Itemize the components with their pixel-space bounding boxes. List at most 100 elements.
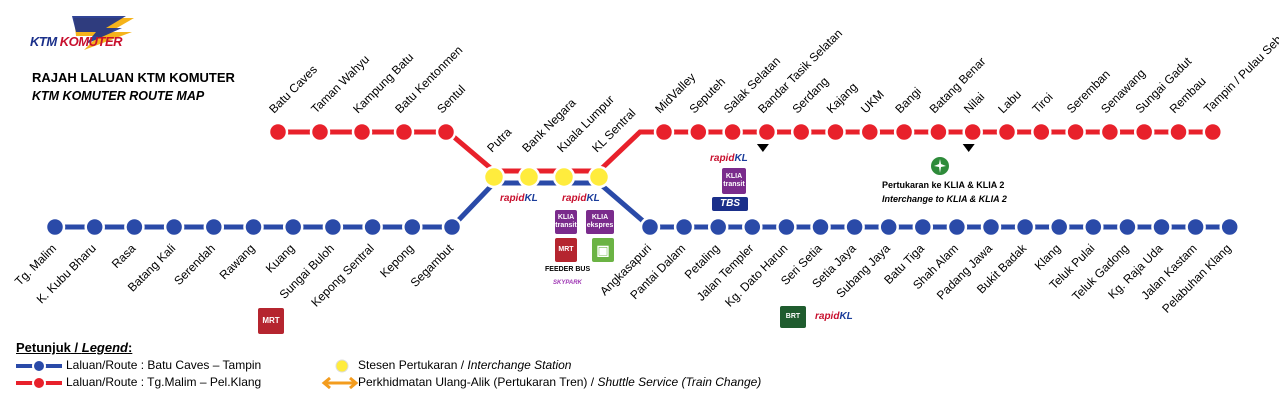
- legend-red-dot: [32, 376, 46, 390]
- map-title-english: KTM KOMUTER ROUTE MAP: [32, 89, 205, 103]
- blue-station-dot-kepong-sentral: [362, 216, 383, 238]
- blue-station-dot-kg-dato-harun: [776, 216, 797, 238]
- red-station-dot-taman-wahyu: [309, 121, 331, 143]
- logo-wordmark: KTM KOMUTER: [30, 34, 123, 49]
- interchange-station-dot-kuala-lumpur: [552, 165, 576, 189]
- klia-interchange-note-english: Interchange to KLIA & KLIA 2: [882, 194, 1007, 204]
- rapidkl-logo-bts: rapidKL: [710, 153, 748, 164]
- red-station-dot-bandar-tasik-selatan: [756, 121, 778, 143]
- red-station-dot-nilai: [962, 121, 983, 143]
- interchange-station-label-putra: Putra: [484, 125, 514, 155]
- red-station-label-bangi: Bangi: [892, 85, 924, 117]
- red-station-label-sentul: Sentul: [434, 82, 468, 116]
- blue-station-dot-segambut: [441, 216, 463, 238]
- blue-station-label-kepong: Kepong: [377, 241, 416, 280]
- red-station-label-tampin-pulau-sebang: Tampin / Pulau Sebang: [1201, 18, 1279, 116]
- blue-station-label-kuang: Kuang: [263, 241, 297, 275]
- red-station-dot-labu: [996, 121, 1018, 143]
- interchange-station-dot-putra: [482, 165, 506, 189]
- brt-badge-subang: BRT: [780, 306, 806, 328]
- legend-blue-dot: [32, 359, 46, 373]
- blue-station-dot-jalan-templer: [742, 216, 763, 238]
- blue-station-dot-teluk-gadong: [1117, 216, 1138, 238]
- blue-station-dot-petaling: [707, 216, 729, 238]
- ktm-logo-icon: [72, 16, 134, 50]
- pointer-icon-nilai: [962, 144, 975, 152]
- tbs-logo: TBS: [712, 197, 748, 211]
- red-station-dot-batu-caves: [267, 121, 289, 143]
- red-station-dot-tiroi: [1031, 121, 1052, 143]
- blue-station-dot-padang-jawa: [980, 216, 1002, 238]
- blue-station-dot-jalan-kastam: [1185, 216, 1206, 238]
- legend-route-2-label: Laluan/Route : Tg.Malim – Pel.Klang: [66, 375, 262, 389]
- red-station-dot-sentul: [435, 121, 457, 143]
- blue-station-dot-batang-kali: [163, 216, 185, 238]
- legend-shuttle-label: Perkhidmatan Ulang-Alik (Pertukaran Tren…: [358, 375, 762, 389]
- blue-station-label-klang: Klang: [1032, 241, 1064, 273]
- interchange-station-dot-kl-sentral: [587, 165, 611, 189]
- red-station-dot-salak-selatan: [722, 121, 743, 143]
- red-station-dot-rembau: [1168, 121, 1189, 143]
- blue-station-label-segambut: Segambut: [408, 241, 457, 290]
- blue-station-dot-sungai-buloh: [322, 216, 344, 238]
- mrt-badge-kl-sentral: MRT: [555, 238, 577, 262]
- blue-station-label-serendah: Serendah: [171, 241, 218, 288]
- blue-station-dot-setia-jaya: [844, 216, 865, 238]
- blue-station-dot-shah-alam: [946, 216, 968, 238]
- legend-title: Petunjuk / Legend:: [16, 340, 133, 355]
- blue-station-dot-subang-jaya: [878, 216, 899, 238]
- red-station-label-labu: Labu: [995, 87, 1024, 116]
- red-station-dot-bangi: [893, 121, 915, 143]
- legend-shuttle-arrow-icon: [321, 376, 359, 390]
- red-station-dot-midvalley: [653, 121, 675, 143]
- red-station-dot-ukm: [859, 121, 881, 143]
- blue-station-dot-tg-malim: [44, 216, 66, 238]
- map-title-malay: RAJAH LALUAN KTM KOMUTER: [32, 70, 235, 85]
- blue-station-dot-kg-raja-uda: [1151, 216, 1172, 238]
- red-station-dot-batu-kentonmen: [393, 121, 415, 143]
- legend-route-1-label: Laluan/Route : Batu Caves – Tampin: [66, 358, 262, 372]
- red-station-dot-batang-benar: [928, 121, 949, 143]
- blue-station-dot-rawang: [243, 216, 264, 238]
- rapidkl-logo-subang: rapidKL: [815, 311, 853, 322]
- red-station-label-ukm: UKM: [858, 87, 887, 116]
- red-station-dot-kajang: [825, 121, 846, 143]
- pointer-icon-bts: [756, 144, 769, 152]
- blue-station-dot-pelabuhan-klang: [1219, 216, 1240, 238]
- blue-station-label-rasa: Rasa: [109, 241, 139, 271]
- klia-interchange-note-malay: Pertukaran ke KLIA & KLIA 2: [882, 180, 1005, 190]
- red-station-dot-tampin-pulau-sebang: [1202, 121, 1224, 143]
- blue-station-dot-seri-setia: [810, 216, 831, 238]
- blue-station-dot-k-kubu-bharu: [84, 216, 105, 238]
- blue-station-dot-kepong: [402, 216, 423, 238]
- interchange-station-dot-bank-negara: [517, 165, 541, 189]
- blue-station-dot-teluk-pulai: [1083, 216, 1104, 238]
- rapidkl-logo-kl-sentral-2: rapidKL: [562, 193, 600, 204]
- blue-station-dot-rasa: [124, 216, 145, 238]
- legend-interchange-dot: [335, 359, 349, 373]
- red-station-dot-senawang: [1099, 121, 1121, 143]
- red-station-dot-sungai-gadut: [1133, 121, 1155, 143]
- red-station-dot-kampung-batu: [351, 121, 373, 143]
- bus-icon-kl-sentral: ▣: [592, 238, 614, 262]
- blue-station-dot-pantai-dalam: [673, 216, 695, 238]
- skypark-link-label: SKYPARK: [553, 280, 582, 286]
- blue-station-dot-klang: [1048, 216, 1070, 238]
- blue-station-dot-kuang: [282, 216, 304, 238]
- red-station-dot-seremban: [1065, 121, 1086, 143]
- legend-interchange-label: Stesen Pertukaran / Interchange Station: [358, 358, 572, 372]
- blue-station-dot-angkasapuri: [639, 216, 661, 238]
- rapidkl-logo-kl-sentral-1: rapidKL: [500, 193, 538, 204]
- klia-transit-badge-kl-sentral: KLIA transit: [555, 210, 577, 234]
- red-station-dot-seputeh: [688, 121, 709, 143]
- blue-station-dot-bukit-badak: [1014, 216, 1036, 238]
- red-station-label-nilai: Nilai: [961, 90, 987, 116]
- mrt-badge-sungai-buloh: MRT: [258, 308, 284, 334]
- blue-station-label-rawang: Rawang: [217, 241, 258, 282]
- blue-station-dot-batu-tiga: [912, 216, 934, 238]
- feeder-bus-label: FEEDER BUS: [545, 266, 591, 273]
- blue-station-dot-serendah: [203, 216, 225, 238]
- red-station-label-tiroi: Tiroi: [1030, 90, 1056, 116]
- klia-transit-badge-bts: KLIA transit: [722, 168, 746, 194]
